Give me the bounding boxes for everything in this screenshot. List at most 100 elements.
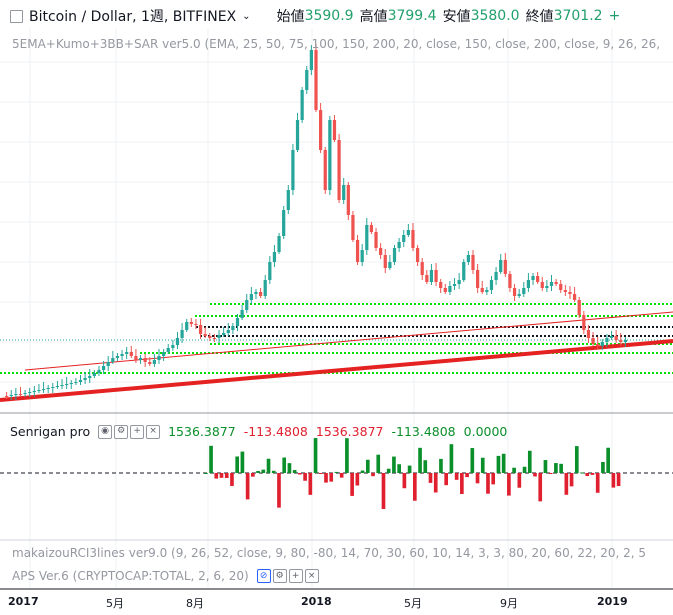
main-indicator-label[interactable]: 5EMA+Kumo+3BB+SAR ver5.0 (EMA, 25, 50, 7… (12, 37, 660, 51)
histogram-bar (407, 465, 412, 473)
trend-lines (0, 311, 673, 402)
candle-body (605, 338, 609, 342)
histogram-bar (454, 473, 459, 480)
candle-body (37, 390, 41, 391)
close-icon[interactable]: × (304, 569, 319, 583)
aps-indicator-label: APS Ver.6 (CRYPTOCAP:TOTAL, 2, 6, 20) ⊘ … (12, 569, 319, 583)
time-axis-tick: 2018 (301, 595, 332, 608)
candle-body (600, 342, 604, 346)
candle-body (623, 340, 627, 342)
histogram-bar (465, 473, 469, 478)
candle-body (397, 242, 401, 248)
histogram-bar (512, 467, 516, 473)
candle-body (591, 338, 595, 344)
candle-body (18, 394, 23, 395)
hidden-eye-icon[interactable]: ⊘ (256, 569, 271, 583)
histogram-bar (292, 470, 297, 473)
candle-body (476, 270, 480, 288)
time-axis-tick: 9月 (500, 597, 518, 610)
candle-body (332, 120, 337, 140)
candle-body (563, 290, 567, 292)
senrigan-name[interactable]: Senrigan pro (10, 424, 91, 439)
histogram-bar (235, 456, 240, 473)
candle-body (282, 210, 286, 236)
histogram-bar (266, 458, 271, 473)
histogram-bar (277, 473, 281, 508)
candle-body (452, 284, 457, 286)
plus-icon[interactable]: + (288, 569, 303, 583)
candle-body (198, 325, 203, 334)
histogram-bar (507, 473, 511, 496)
candle-body (106, 362, 110, 366)
candle-body (596, 344, 600, 346)
candle-body (415, 248, 420, 262)
time-axis-tick: 2017 (8, 595, 39, 608)
candle-body (194, 324, 198, 325)
level-lines (0, 303, 673, 374)
senrigan-value-5: 0.0000 (463, 424, 508, 439)
candle-body (439, 282, 443, 288)
close-icon[interactable]: × (146, 424, 161, 439)
candle-body (559, 284, 563, 290)
candle-body (388, 262, 392, 268)
candle-body (60, 385, 64, 386)
rci-indicator-label[interactable]: makaizouRCI3lines ver9.0 (9, 26, 52, clo… (12, 546, 646, 560)
candle-body (32, 391, 36, 392)
senrigan-controls: ◉ ⚙ + × (98, 424, 161, 439)
histogram-bar (548, 473, 553, 474)
gear-icon[interactable]: ⚙ (114, 424, 129, 439)
close-label: 終値 (525, 9, 554, 25)
candle-body (263, 280, 267, 296)
candle-body (586, 330, 591, 338)
eye-icon[interactable]: ◉ (98, 424, 113, 439)
histogram-bar (318, 473, 323, 474)
chevron-down-icon[interactable]: ⌄ (242, 10, 251, 22)
candle-body (305, 70, 309, 90)
candle-body (425, 275, 429, 282)
senrigan-value-1: 1536.3877 (168, 424, 236, 439)
trend-line-thick (0, 339, 673, 402)
candle-body (69, 383, 73, 384)
candle-body (226, 330, 230, 333)
candle-body (379, 248, 383, 255)
histogram-bar (439, 458, 443, 473)
histogram-bar (418, 447, 422, 473)
histogram-bar (616, 473, 621, 487)
candlestick-series (5, 44, 627, 400)
gear-icon[interactable]: ⚙ (272, 569, 287, 583)
open-label: 始値 (276, 9, 305, 25)
histogram-bar (554, 463, 558, 473)
candle-body (245, 300, 249, 310)
candle-body (503, 260, 507, 274)
histogram-bar (224, 473, 229, 479)
candle-body (41, 389, 46, 390)
plus-icon[interactable]: + (130, 424, 145, 439)
candle-body (203, 334, 207, 336)
candle-body (369, 225, 374, 232)
candle-body (212, 338, 217, 339)
aps-indicator-text[interactable]: APS Ver.6 (CRYPTOCAP:TOTAL, 2, 6, 20) (12, 569, 249, 583)
histogram-bar (360, 470, 365, 473)
candle-body (346, 185, 350, 215)
candle-body (494, 272, 498, 280)
pane-separators (0, 412, 673, 590)
candle-body (619, 340, 623, 342)
histogram-bar (569, 473, 574, 487)
candle-body (92, 373, 96, 376)
histogram-bar (371, 473, 375, 477)
candle-body (180, 330, 184, 338)
candle-body (512, 288, 517, 296)
histogram-bar (355, 473, 360, 486)
candle-body (526, 280, 531, 288)
histogram-bar (334, 471, 339, 473)
symbol-square-icon[interactable] (10, 9, 23, 23)
candle-body (74, 382, 78, 383)
candle-body (115, 356, 120, 358)
histogram-bar (251, 473, 255, 477)
histogram-bar (256, 470, 260, 473)
candle-body (499, 260, 503, 272)
histogram-bar (611, 473, 616, 488)
symbol-title[interactable]: Bitcoin / Dollar, 1週, BITFINEX (29, 9, 237, 25)
histogram-bar (606, 447, 610, 473)
